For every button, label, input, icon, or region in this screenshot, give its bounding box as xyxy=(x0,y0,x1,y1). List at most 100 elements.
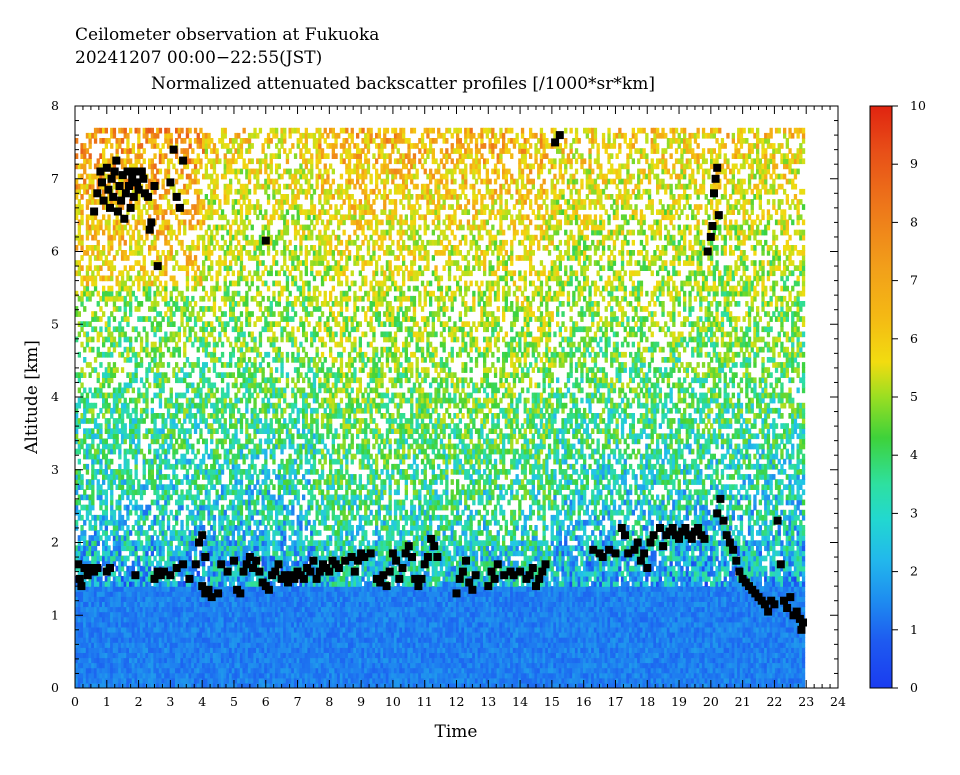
heatmap-cell xyxy=(96,611,100,618)
heatmap-cell xyxy=(77,387,81,394)
heatmap-cell xyxy=(210,423,214,429)
heatmap-cell xyxy=(112,591,117,597)
heatmap-cell xyxy=(123,621,127,628)
heatmap-cell xyxy=(93,535,98,541)
heatmap-cell xyxy=(231,351,235,358)
heatmap-cell xyxy=(220,443,225,450)
heatmap-cell xyxy=(107,647,111,653)
heatmap-cell xyxy=(153,601,157,608)
heatmap-cell xyxy=(118,245,122,251)
heatmap-cell xyxy=(102,540,106,546)
heatmap-cell xyxy=(202,234,206,241)
heatmap-cell xyxy=(158,255,163,261)
heatmap-cell xyxy=(191,265,195,271)
heatmap-cell xyxy=(77,418,81,424)
heatmap-cell xyxy=(202,509,206,516)
heatmap-cell xyxy=(148,290,152,297)
heatmap-cell xyxy=(112,219,117,226)
heatmap-cell xyxy=(185,280,190,287)
heatmap-cell xyxy=(126,433,130,440)
heatmap-cell xyxy=(139,219,144,226)
heatmap-cell xyxy=(104,428,108,434)
heatmap-cell xyxy=(137,204,141,210)
heatmap-cell xyxy=(88,443,92,450)
heatmap-cell xyxy=(102,591,106,597)
heatmap-cell xyxy=(126,382,130,389)
heatmap-cell xyxy=(131,632,135,638)
heatmap-cell xyxy=(207,224,211,231)
heatmap-cell xyxy=(139,336,144,343)
heatmap-cell xyxy=(120,423,125,429)
heatmap-cell xyxy=(85,219,90,226)
heatmap-cell xyxy=(104,402,108,409)
heatmap-cell xyxy=(80,265,84,271)
heatmap-cell xyxy=(118,463,122,470)
chart-title-line-1: Ceilometer observation at Fukuoka xyxy=(75,25,379,45)
heatmap-cell xyxy=(161,183,165,190)
heatmap-cell xyxy=(193,519,198,526)
heatmap-cell xyxy=(134,596,138,602)
heatmap-cell xyxy=(169,438,173,445)
heatmap-cell xyxy=(234,260,238,266)
heatmap-cell xyxy=(88,677,92,684)
heatmap-cell xyxy=(102,621,106,628)
heatmap-cell xyxy=(158,204,163,210)
heatmap-cell xyxy=(148,652,152,659)
heatmap-cell xyxy=(118,504,122,511)
heatmap-cell xyxy=(207,499,211,506)
heatmap-cell xyxy=(126,677,130,684)
heatmap-cell xyxy=(115,530,119,536)
heatmap-cell xyxy=(123,586,127,592)
heatmap-cell xyxy=(118,550,122,557)
heatmap-cell xyxy=(188,463,192,470)
heatmap-cell xyxy=(129,616,133,623)
heatmap-cell xyxy=(129,586,133,592)
heatmap-cell xyxy=(226,219,230,226)
heatmap-cell xyxy=(202,270,206,277)
heatmap-cell xyxy=(91,199,95,205)
heatmap-cell xyxy=(83,555,87,562)
heatmap-cell xyxy=(104,647,108,653)
heatmap-cell xyxy=(239,168,244,175)
heatmap-cell xyxy=(153,382,157,389)
heatmap-cell xyxy=(93,448,98,455)
heatmap-cell xyxy=(212,168,217,175)
heatmap-cell xyxy=(188,555,192,562)
heatmap-cell xyxy=(129,591,133,597)
heatmap-cell xyxy=(212,306,217,312)
heatmap-cell xyxy=(131,494,135,501)
heatmap-cell xyxy=(199,127,203,134)
heatmap-cell xyxy=(250,479,254,485)
heatmap-cell xyxy=(129,127,133,134)
heatmap-cell xyxy=(148,183,152,190)
heatmap-cell xyxy=(212,392,217,399)
heatmap-cell xyxy=(77,550,81,557)
heatmap-cell xyxy=(115,138,119,144)
heatmap-cell xyxy=(156,647,160,653)
heatmap-cell xyxy=(142,647,146,653)
heatmap-cell xyxy=(142,148,146,154)
heatmap-cell xyxy=(239,423,244,429)
heatmap-cell xyxy=(118,285,122,292)
heatmap-cell xyxy=(202,407,206,414)
heatmap-cell xyxy=(107,239,111,246)
heatmap-cell xyxy=(153,295,157,302)
heatmap-cell xyxy=(77,469,81,475)
heatmap-cell xyxy=(258,275,263,282)
heatmap-cell xyxy=(153,519,157,526)
heatmap-cell xyxy=(237,463,241,470)
heatmap-cell xyxy=(110,662,114,669)
heatmap-cell xyxy=(166,489,171,496)
heatmap-cell xyxy=(75,163,79,170)
heatmap-cell xyxy=(175,413,179,419)
heatmap-cell xyxy=(83,545,87,552)
heatmap-cell xyxy=(134,657,138,664)
heatmap-cell xyxy=(210,214,214,221)
heatmap-cell xyxy=(123,285,127,292)
heatmap-cell xyxy=(75,555,79,562)
heatmap-cell xyxy=(137,331,141,338)
heatmap-cell xyxy=(96,550,100,557)
heatmap-cell xyxy=(115,474,119,480)
heatmap-cell xyxy=(85,418,90,424)
heatmap-cell xyxy=(215,387,219,394)
